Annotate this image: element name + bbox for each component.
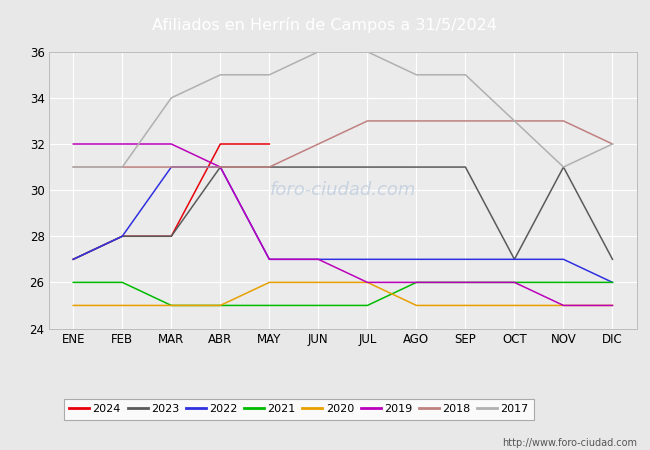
Text: Afiliados en Herrín de Campos a 31/5/2024: Afiliados en Herrín de Campos a 31/5/202… [153,17,497,32]
Text: http://www.foro-ciudad.com: http://www.foro-ciudad.com [502,438,637,448]
Legend: 2024, 2023, 2022, 2021, 2020, 2019, 2018, 2017: 2024, 2023, 2022, 2021, 2020, 2019, 2018… [64,399,534,420]
Text: foro-ciudad.com: foro-ciudad.com [270,181,416,199]
